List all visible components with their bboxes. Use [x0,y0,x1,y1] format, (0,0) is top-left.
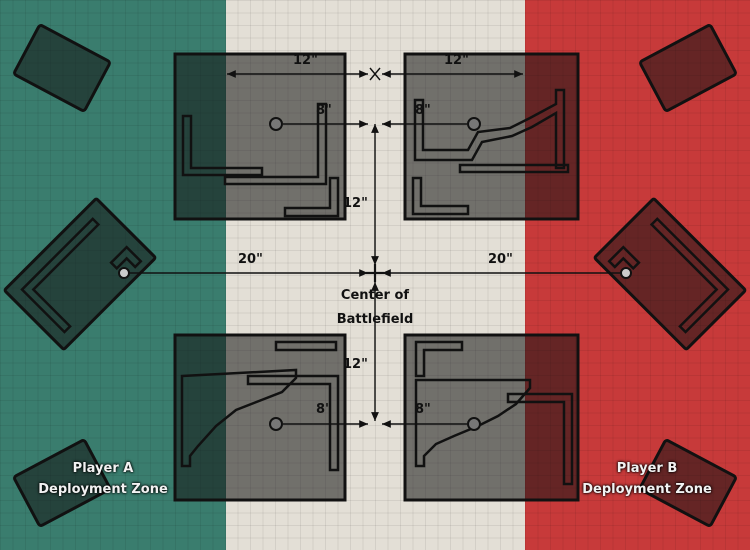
crate-top-right [639,24,737,112]
objective-top-left [269,117,283,131]
label-top-right-objective: 8" [415,103,431,118]
objective-bottom-left [269,417,283,431]
crate-top-left [13,24,111,112]
label-top-left-objective: 8" [316,103,332,118]
label-vertical-top: 12" [343,196,368,211]
building-top-left [173,52,347,221]
player-b-label-line2: Deployment Zone [582,482,712,497]
building-bottom-right [403,333,580,502]
label-vertical-bottom: 12" [343,357,368,372]
building-top-right [403,52,580,221]
objective-markers [118,117,632,431]
building-bottom-left [173,333,347,502]
objective-bottom-right [467,417,481,431]
player-b-label: Player B Deployment Zone [562,458,732,500]
center-marker [366,264,384,282]
center-label-line2: Battlefield [336,312,414,327]
bunker-right [593,197,747,351]
objective-top-right [467,117,481,131]
label-left-center: 20" [238,252,263,267]
label-top-right-width: 12" [444,53,469,68]
label-right-center: 20" [488,252,513,267]
player-a-label-line1: Player A [72,461,134,476]
crate-bottom-left [13,439,111,527]
player-b-label-line1: Player B [616,461,678,476]
label-top-left-width: 12" [293,53,318,68]
objective-left [118,267,130,279]
center-label-line1: Center of [340,288,410,303]
player-a-label-line2: Deployment Zone [38,482,168,497]
label-bottom-right-objective: 8" [415,402,431,417]
bunker-left [3,197,157,351]
crate-bottom-right [639,439,737,527]
center-label: Center of Battlefield [315,287,435,329]
measure-lines [130,67,620,428]
label-bottom-left-objective: 8" [316,402,332,417]
objective-right [620,267,632,279]
player-a-label: Player A Deployment Zone [18,458,188,500]
